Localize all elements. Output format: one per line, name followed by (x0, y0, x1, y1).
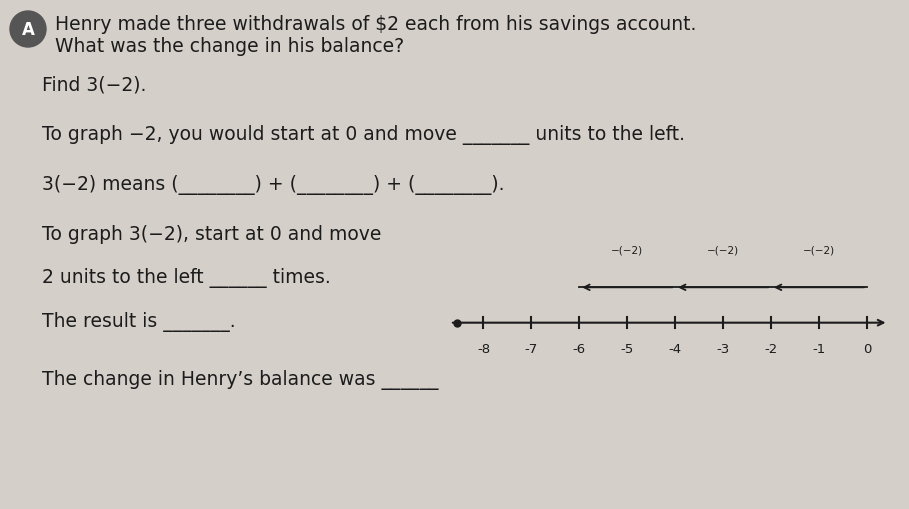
Text: −(−2): −(−2) (611, 245, 644, 254)
Text: Find 3(−2).: Find 3(−2). (42, 75, 146, 94)
Text: 3(−2) means (________) + (________) + (________).: 3(−2) means (________) + (________) + (_… (42, 175, 504, 194)
Text: −(−2): −(−2) (803, 245, 835, 254)
Text: 0: 0 (863, 342, 871, 355)
Circle shape (10, 12, 46, 48)
Text: The change in Henry’s balance was ______: The change in Henry’s balance was ______ (42, 369, 438, 389)
Text: -5: -5 (621, 342, 634, 355)
Text: -8: -8 (477, 342, 490, 355)
Text: -3: -3 (716, 342, 730, 355)
Text: To graph −2, you would start at 0 and move _______ units to the left.: To graph −2, you would start at 0 and mo… (42, 125, 685, 145)
Text: To graph 3(−2), start at 0 and move: To graph 3(−2), start at 0 and move (42, 225, 382, 244)
Text: -4: -4 (669, 342, 682, 355)
Text: Henry made three withdrawals of $2 each from his savings account.: Henry made three withdrawals of $2 each … (55, 15, 696, 35)
Text: -2: -2 (764, 342, 777, 355)
Text: -7: -7 (524, 342, 538, 355)
Text: -6: -6 (573, 342, 586, 355)
Text: 2 units to the left ______ times.: 2 units to the left ______ times. (42, 267, 331, 288)
Text: The result is _______.: The result is _______. (42, 312, 235, 331)
Text: What was the change in his balance?: What was the change in his balance? (55, 38, 405, 56)
Text: -1: -1 (813, 342, 825, 355)
Text: A: A (22, 21, 35, 39)
Text: −(−2): −(−2) (707, 245, 739, 254)
